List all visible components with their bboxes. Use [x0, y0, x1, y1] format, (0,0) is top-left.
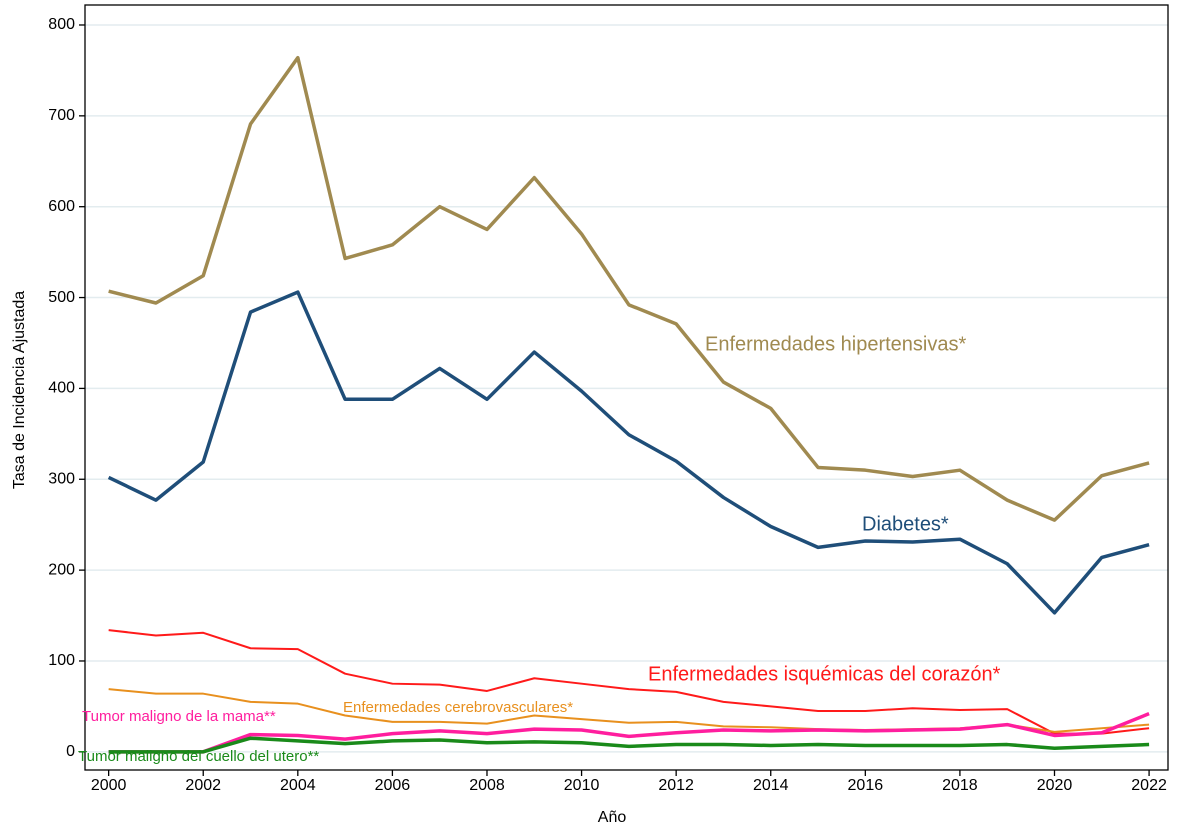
x-tick-label: 2002 [185, 777, 221, 794]
x-tick-label: 2014 [753, 777, 789, 794]
series-line [108, 712, 1150, 754]
x-tick-label: 2018 [942, 777, 978, 794]
y-tick-label: 200 [48, 561, 75, 578]
y-tick-label: 700 [48, 107, 75, 124]
x-tick-label: 2020 [1037, 777, 1073, 794]
series-label: Enfermedades isquémicas del corazón* [648, 663, 1001, 685]
series-line [107, 290, 1150, 615]
series-line [108, 736, 1150, 754]
x-tick-label: 2004 [280, 777, 316, 794]
y-axis-label: Tasa de Incidencia Ajustada [11, 291, 28, 489]
series-line [108, 55, 1150, 522]
x-tick-label: 2000 [91, 777, 127, 794]
series-label: Enfermedades cerebrovasculares* [343, 699, 573, 716]
x-tick-label: 2012 [658, 777, 694, 794]
y-tick-label: 100 [48, 652, 75, 669]
y-tick-label: 800 [48, 16, 75, 33]
x-tick-label: 2016 [848, 777, 884, 794]
y-tick-label: 300 [48, 470, 75, 487]
series-line [108, 629, 1150, 735]
series-label: Tumor maligno de la mama** [82, 708, 276, 725]
y-tick-label: 600 [48, 198, 75, 215]
series-label: Diabetes* [862, 513, 949, 535]
y-tick-label: 500 [48, 289, 75, 306]
series-label: Tumor maligno del cuello del utero** [78, 748, 319, 765]
x-axis-label: Año [598, 809, 627, 826]
y-tick-label: 0 [66, 743, 75, 760]
x-tick-label: 2010 [564, 777, 600, 794]
x-tick-label: 2022 [1131, 777, 1167, 794]
series-label: Enfermedades hipertensivas* [705, 333, 966, 355]
plot-frame [84, 4, 1169, 771]
y-tick-label: 400 [48, 380, 75, 397]
x-tick-label: 2006 [375, 777, 411, 794]
x-tick-label: 2008 [469, 777, 505, 794]
